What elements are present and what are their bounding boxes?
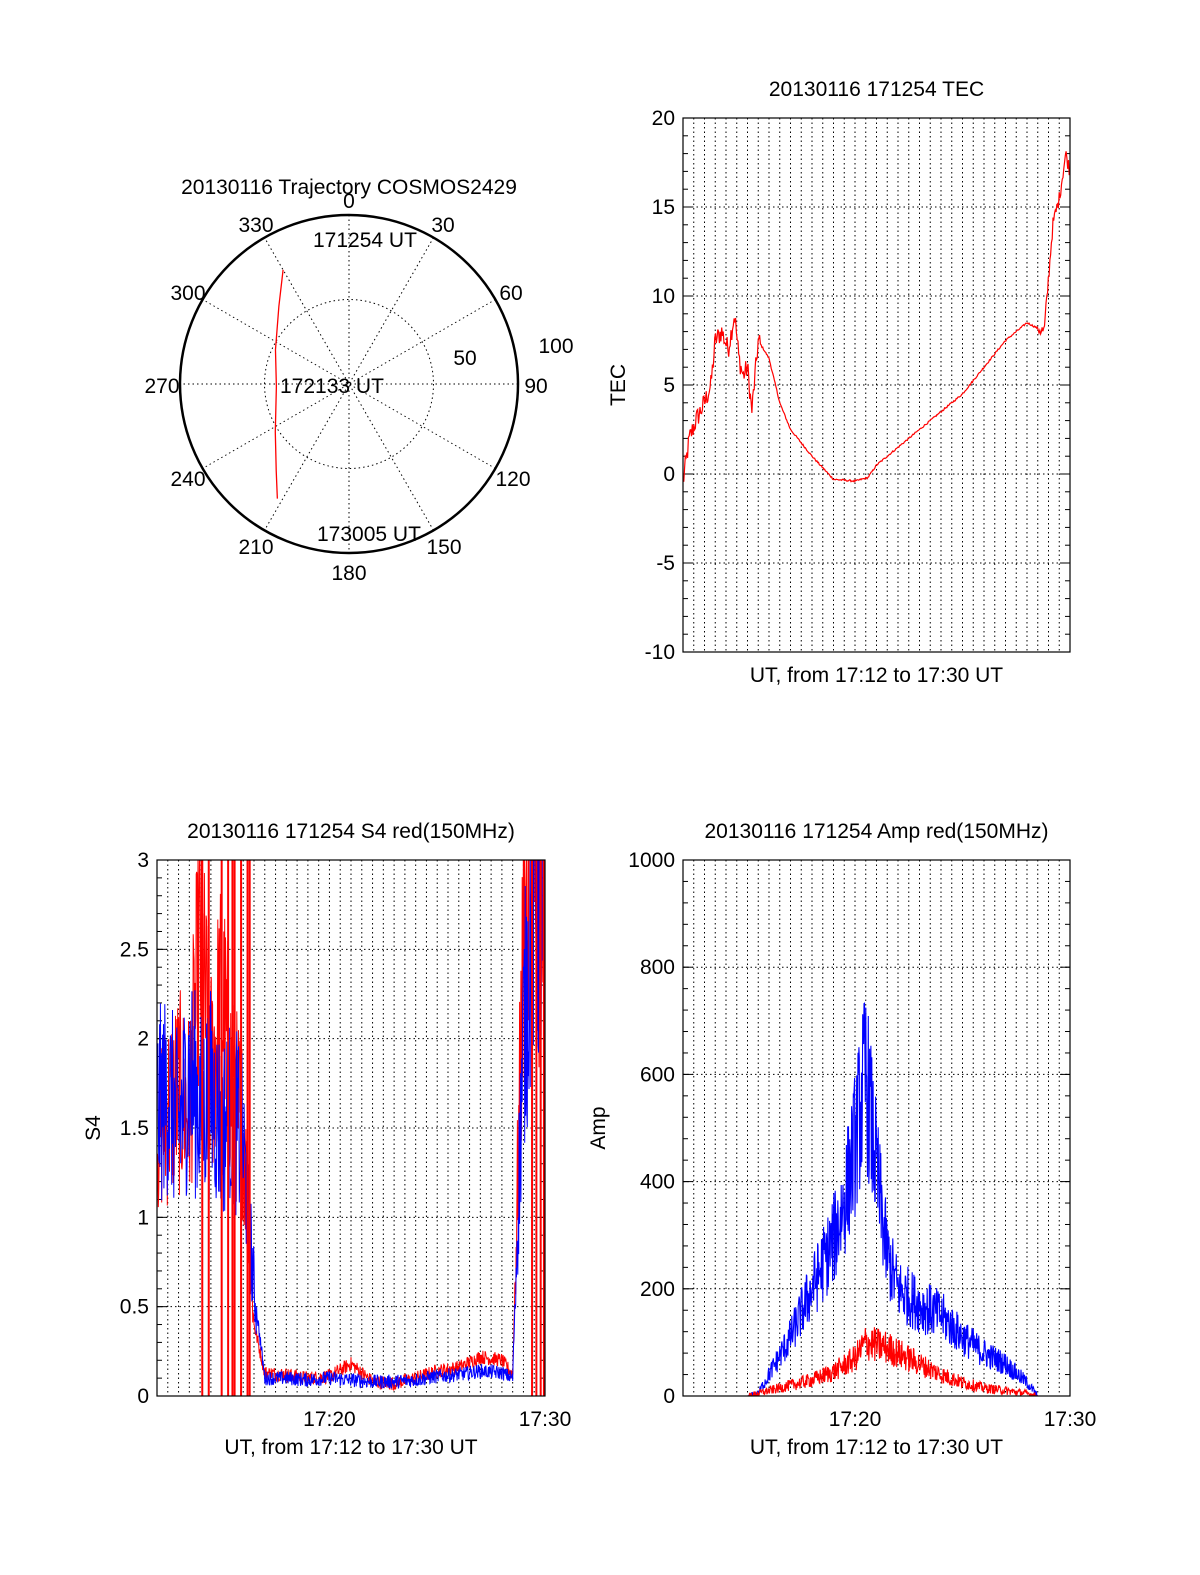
tec-xlabel: UT, from 17:12 to 17:30 UT xyxy=(750,664,1003,687)
s4-ytick-label: 1 xyxy=(137,1206,149,1229)
amp-series-line-1 xyxy=(683,1327,1070,1396)
polar-azimuth-label: 0 xyxy=(343,190,355,213)
tec-series-line-0 xyxy=(683,151,1070,483)
tec-series-group xyxy=(683,151,1070,483)
tec-ytick-label: -5 xyxy=(656,552,675,575)
s4-title: 20130116 171254 S4 red(150MHz) xyxy=(187,820,515,843)
s4-plot-frame xyxy=(156,859,546,1397)
s4-ytick-label: 2.5 xyxy=(120,938,149,961)
tec-ytick-label: 10 xyxy=(652,285,675,308)
polar-azimuth-label: 60 xyxy=(499,282,522,305)
polar-azimuth-label: 90 xyxy=(524,375,547,398)
polar-radius-label: 100 xyxy=(538,335,573,358)
tec-ylabel: TEC xyxy=(607,364,630,406)
polar-azimuth-label: 30 xyxy=(431,214,454,237)
polar-azimuth-label: 210 xyxy=(238,536,273,559)
polar-azimuth-label: 270 xyxy=(144,375,179,398)
trajectory-line xyxy=(274,269,284,499)
amp-title: 20130116 171254 Amp red(150MHz) xyxy=(704,820,1048,843)
tec-ytick-label: 5 xyxy=(663,374,675,397)
polar-azimuth-label: 120 xyxy=(495,468,530,491)
amp-ytick-label: 200 xyxy=(640,1278,675,1301)
tec-ytick-label: 0 xyxy=(663,463,675,486)
s4-ytick-label: 0.5 xyxy=(120,1296,149,1319)
s4-xlabel: UT, from 17:12 to 17:30 UT xyxy=(224,1436,477,1459)
tec-plot-frame xyxy=(682,117,1071,653)
amp-xtick-label: 17:20 xyxy=(829,1408,882,1431)
polar-azimuth-label: 330 xyxy=(238,214,273,237)
s4-ylabel: S4 xyxy=(82,1115,105,1141)
tec-title: 20130116 171254 TEC xyxy=(769,78,984,101)
amp-series-line-0 xyxy=(683,1002,1070,1396)
polar-azimuth-label: 240 xyxy=(170,468,205,491)
amp-ytick-label: 0 xyxy=(663,1385,675,1408)
tec-ytick-label: 20 xyxy=(652,107,675,130)
tec-ytick-label: -10 xyxy=(645,641,675,664)
s4-ytick-label: 3 xyxy=(137,849,149,872)
trajectory-time-annotation: 171254 UT xyxy=(313,229,417,252)
trajectory-time-annotation: 173005 UT xyxy=(317,523,421,546)
amp-ylabel: Amp xyxy=(587,1106,610,1149)
s4-ytick-label: 2 xyxy=(137,1028,149,1051)
amp-xtick-label: 17:30 xyxy=(1044,1408,1097,1431)
amp-ytick-label: 600 xyxy=(640,1063,675,1086)
amp-series-group xyxy=(683,1002,1070,1396)
polar-azimuth-label: 180 xyxy=(331,562,366,585)
polar-radius-label: 50 xyxy=(453,347,476,370)
s4-ytick-label: 1.5 xyxy=(120,1117,149,1140)
tec-chart: 20130116 171254 TEC -10 -5 0 5 10 15 20 UT, from… xyxy=(607,78,1071,687)
polar-azimuth-label: 150 xyxy=(426,536,461,559)
amp-ytick-label: 400 xyxy=(640,1171,675,1194)
polar-ring-50 xyxy=(264,299,434,469)
s4-series-group xyxy=(157,860,545,1396)
trajectory-time-annotation: 172133 UT xyxy=(280,375,384,398)
s4-ytick-label: 0 xyxy=(137,1385,149,1408)
amp-plot-frame xyxy=(682,859,1071,1397)
polar-title: 20130116 Trajectory COSMOS2429 xyxy=(181,176,517,199)
amp-chart: 20130116 171254 Amp red(150MHz) 0 200 400 60… xyxy=(587,820,1096,1459)
amp-ytick-label: 1000 xyxy=(628,849,675,872)
polar-outer-ring xyxy=(178,213,520,555)
amp-xlabel: UT, from 17:12 to 17:30 UT xyxy=(750,1436,1003,1459)
s4-xtick-label: 17:20 xyxy=(303,1408,356,1431)
tec-ytick-label: 15 xyxy=(652,196,675,219)
s4-chart: 20130116 171254 S4 red(150MHz) 0 0.5 1 1.5 2 2… xyxy=(82,820,572,1459)
amp-ytick-label: 800 xyxy=(640,956,675,979)
polar-azimuth-label: 300 xyxy=(170,282,205,305)
s4-xtick-label: 17:30 xyxy=(519,1408,572,1431)
